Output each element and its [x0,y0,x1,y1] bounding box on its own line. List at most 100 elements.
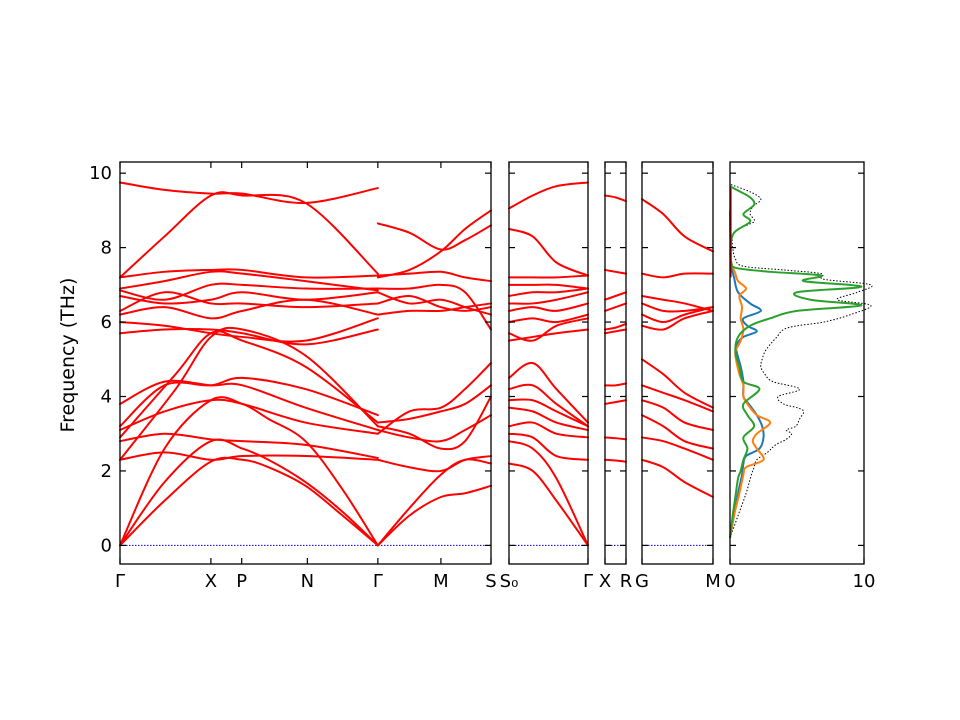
phonon-band-line [119,326,379,461]
phonon-band-line [376,455,492,473]
phonon-band-line [508,283,589,290]
phonon-band-line [376,362,492,435]
y-tick-label: 0 [101,535,112,556]
phonon-band-line [641,414,714,450]
x-tick-label: Γ [115,571,125,592]
phonon-band-line [119,379,379,431]
phonon-band-line [508,432,589,461]
y-tick-label: 6 [101,312,112,333]
y-axis-label: Frequency (THz) [57,278,79,433]
phonon-band-line [376,395,492,451]
y-tick-label: 2 [101,461,112,482]
phonon-band-line [641,458,714,498]
phonon-band-line [376,414,492,443]
phonon-band-line [641,302,714,313]
panel-frame [641,161,714,565]
phonon-band-line [376,270,492,283]
phonon-band-line [508,406,589,431]
phonon-band-line [119,456,379,547]
phonon-band-line [508,421,589,439]
phonon-band-line [604,322,627,331]
phonon-band-line [641,272,714,279]
phonon-band-line [604,436,627,441]
phonon-band-line [508,383,589,428]
phonon-band-line [508,462,589,547]
dos-curve-green [729,185,863,539]
phonon-band-line [376,458,492,547]
x-tick-label: G [635,571,649,592]
x-tick-label: M [705,571,721,592]
phonon-band-line [119,330,379,439]
phonon-band-line [508,361,589,424]
phonon-band-line [376,302,492,316]
x-tick-label: Γ [583,571,593,592]
phonon-band-line [119,291,379,312]
phonon-band-line [604,194,627,203]
dos-curve-total [729,183,873,539]
phonon-band-line [604,302,627,312]
phonon-band-line [508,302,589,312]
dos-panel: 0 10 [724,161,876,592]
phonon-band-line [508,398,589,428]
x-tick-label: R [620,571,633,592]
phonon-band-line [508,313,589,324]
panel-frame [604,161,627,565]
phonon-band-line [641,358,714,409]
dos-x-tick-label: 0 [724,571,735,592]
x-tick-label: P [236,571,247,592]
phonon-band-line [119,376,379,428]
phonon-band-line [641,309,714,331]
phonon-band-line [119,396,379,547]
dos-panel-frame [729,161,865,565]
phonon-band-line [119,317,379,343]
band-panel-1: 0 2 4 6 8 10 Γ X P N Γ M S [89,161,497,592]
x-tick-label: S [485,571,496,592]
phonon-band-line [604,458,627,463]
y-tick-label: 10 [89,163,112,184]
phonon-band-line [376,222,492,251]
phonon-band-line [508,317,589,342]
phonon-band-line [508,291,589,305]
phonon-band-line [641,295,714,312]
phonon-band-line [604,328,627,335]
phonon-band-line [119,298,379,320]
x-tick-label: S₀ [500,571,519,592]
band-panel-2: S₀ Γ [500,161,593,592]
phonon-band-line [641,436,714,461]
phonon-band-line [119,451,379,461]
phonon-band-line [641,306,714,324]
phonon-band-line [641,198,714,253]
dos-curve-blue [729,210,765,539]
x-tick-label: X [599,571,611,592]
phonon-band-line [508,287,589,297]
phonon-band-line [641,399,714,431]
phonon-band-line [604,291,627,301]
phonon-band-line [119,270,379,292]
y-tick-label: 4 [101,387,112,408]
phonon-band-line [376,384,492,424]
phonon-band-line [119,181,379,204]
phonon-band-line [119,191,379,279]
phonon-band-line [119,291,379,305]
phonon-band-line [119,268,379,279]
phonon-band-line [119,398,379,435]
panel-frame [508,161,589,565]
panel-frame [119,161,492,565]
phonon-band-line [508,440,589,547]
phonon-band-line [604,399,627,405]
phonon-band-line [508,274,589,279]
x-tick-label: Γ [373,571,383,592]
dos-x-tick-label: 10 [853,571,876,592]
phonon-band-line [376,484,492,547]
phonon-band-line [119,438,379,547]
phonon-band-line [119,282,379,301]
x-tick-label: X [205,571,217,592]
phonon-band-line [119,432,379,459]
y-tick-label: 8 [101,238,112,259]
phonon-band-line [604,268,627,275]
x-tick-label: M [433,571,449,592]
phonon-band-line [641,384,714,413]
